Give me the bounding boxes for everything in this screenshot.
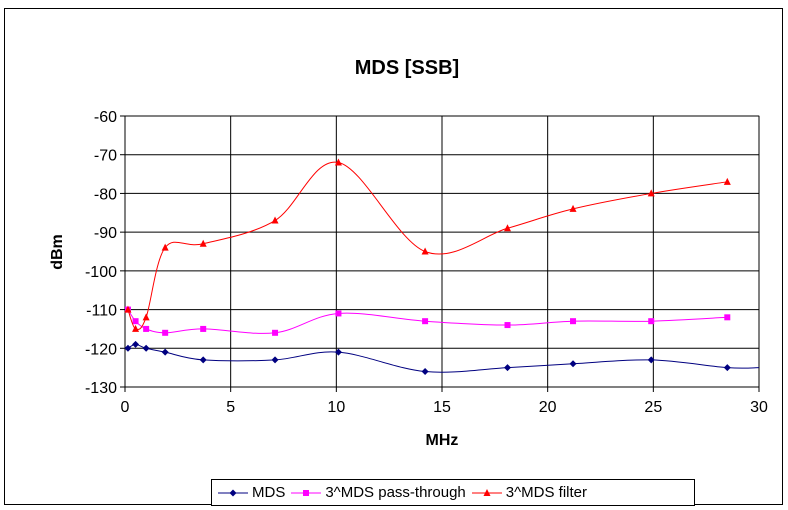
data-point-triangle <box>199 239 207 247</box>
legend-item-filter: 3^MDS filter <box>471 484 587 501</box>
legend-item-pass-through: 3^MDS pass-through <box>291 484 466 501</box>
chart-title: MDS [SSB] <box>355 57 459 79</box>
x-tick-label: 25 <box>644 399 662 416</box>
data-point-triangle <box>569 204 577 212</box>
data-point-square <box>162 329 169 336</box>
y-tick-label: -60 <box>94 109 117 126</box>
data-point-square <box>504 322 511 329</box>
chart-area: MDS [SSB] 0 5 10 15 20 25 30 -60 -70 -80 -90 -100-… <box>4 8 783 506</box>
data-point-diamond <box>569 360 577 368</box>
data-point-triangle <box>142 313 150 321</box>
data-point-square <box>422 318 429 325</box>
data-point-triangle <box>161 243 169 251</box>
y-tick-label: -90 <box>94 225 117 242</box>
data-point-triangle <box>132 324 140 332</box>
x-axis-label: MHz <box>426 432 459 449</box>
chart-svg: MDS [SSB] 0 5 10 15 20 25 30 -60-70-80-90-100-… <box>49 57 768 449</box>
x-tick-label: 20 <box>539 399 557 416</box>
data-point-triangle <box>124 305 132 313</box>
axes <box>120 115 760 392</box>
data-point-square <box>335 310 342 317</box>
data-point-diamond <box>124 344 132 352</box>
data-point-triangle <box>647 189 655 197</box>
data-point-triangle <box>723 177 731 185</box>
data-point-triangle <box>334 158 342 166</box>
legend-symbol-pass-through <box>291 489 322 496</box>
legend-item-mds: MDS <box>218 484 285 501</box>
legend-symbol-mds <box>218 489 248 496</box>
data-point-diamond <box>271 356 279 364</box>
x-tick-label: 10 <box>327 399 345 416</box>
data-point-diamond <box>132 340 140 348</box>
legend-label-filter: 3^MDS filter <box>505 484 587 501</box>
series-layer <box>124 158 760 376</box>
data-point-diamond <box>421 368 429 376</box>
y-tick-label: -80 <box>94 186 117 203</box>
data-point-diamond <box>504 364 512 372</box>
data-point-square <box>648 318 655 325</box>
data-point-diamond <box>199 356 207 364</box>
x-tick-labels: 0 5 10 15 20 25 30 <box>121 399 768 416</box>
data-point-triangle <box>271 216 279 224</box>
x-tick-label: 0 <box>121 399 130 416</box>
y-tick-label: -130 <box>85 380 117 397</box>
gridlines <box>125 115 760 387</box>
y-tick-label: -100 <box>85 264 117 281</box>
data-point-diamond <box>723 364 731 372</box>
legend: MDS 3^MDS pass-through 3^MDS filter <box>211 479 695 506</box>
x-tick-label: 5 <box>226 399 235 416</box>
legend-label-mds: MDS <box>252 484 286 501</box>
data-point-square <box>143 325 150 332</box>
data-point-triangle <box>421 247 429 255</box>
data-point-square <box>724 314 731 321</box>
y-tick-label: -120 <box>85 341 117 358</box>
data-point-square <box>570 318 577 325</box>
data-point-diamond <box>647 356 655 364</box>
y-tick-labels: -60 -70 -80 -90 -100 -110 -120 -130 <box>85 109 117 397</box>
data-point-diamond <box>161 348 169 356</box>
data-point-diamond <box>334 348 342 356</box>
y-tick-label: -110 <box>86 303 117 320</box>
x-tick-label: 30 <box>750 399 768 416</box>
data-point-square <box>272 329 279 336</box>
legend-label-pass-through: 3^MDS pass-through <box>325 484 466 501</box>
x-tick-label: 15 <box>433 399 451 416</box>
data-point-diamond <box>142 344 150 352</box>
data-point-square <box>132 318 139 325</box>
y-axis-label: dBm <box>49 234 66 270</box>
y-tick-label: -70 <box>94 148 117 165</box>
data-point-square <box>200 325 207 332</box>
legend-symbol-filter <box>471 488 502 496</box>
data-point-triangle <box>504 224 512 232</box>
